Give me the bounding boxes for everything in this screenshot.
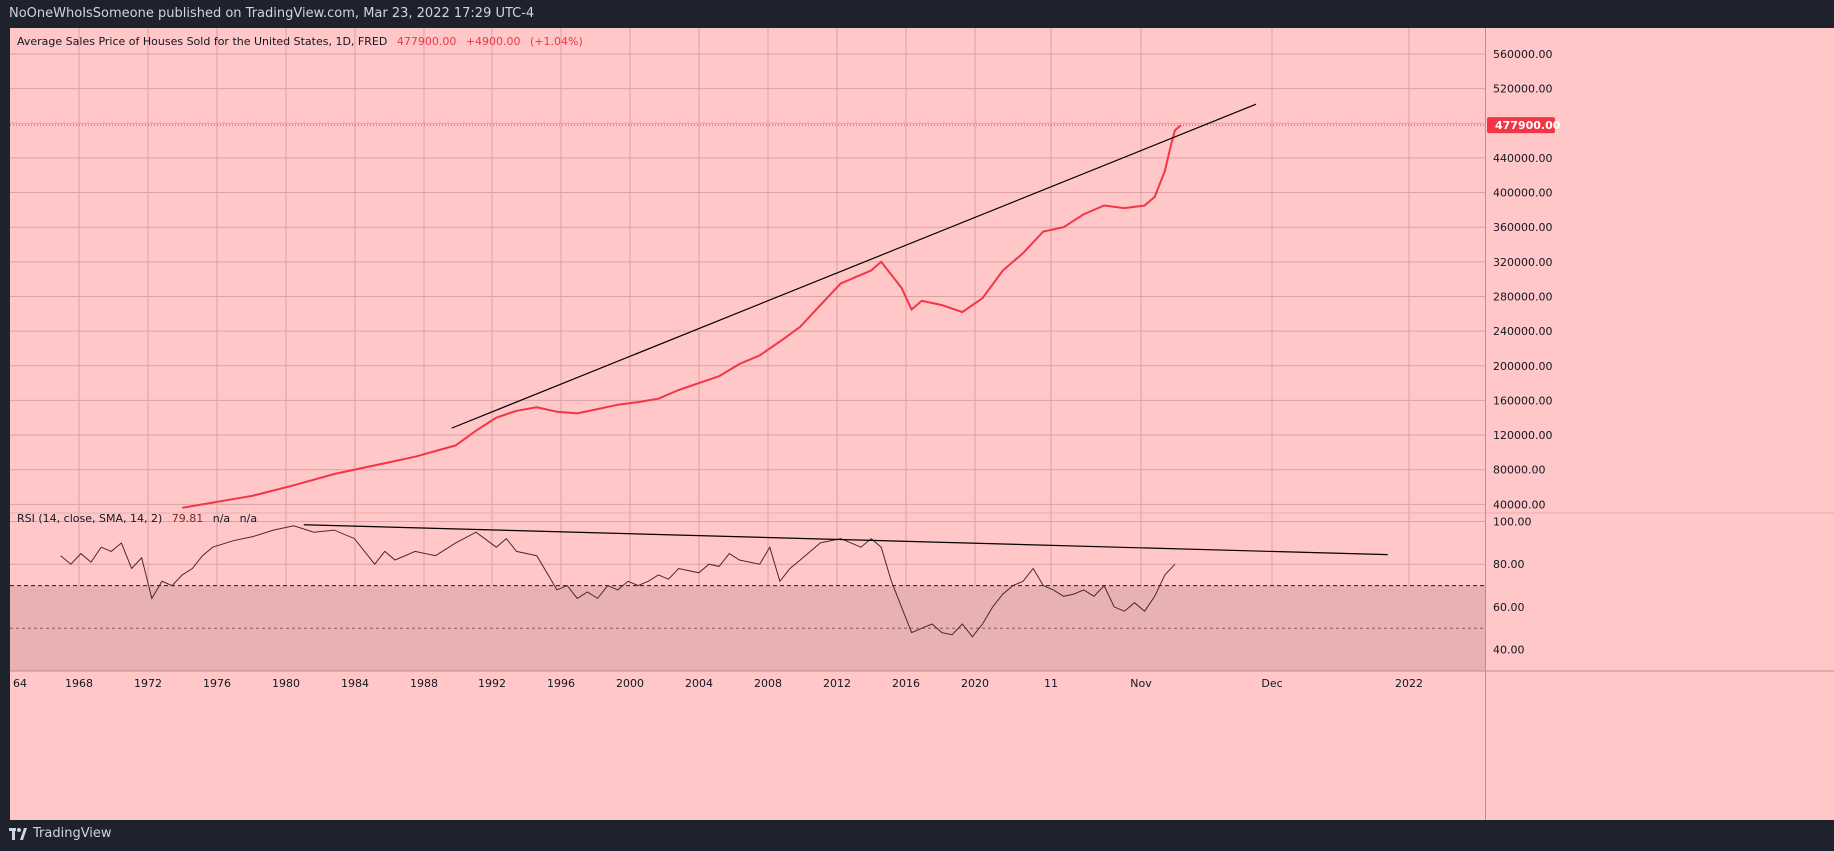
time-tick-label: Nov [1130, 677, 1152, 690]
price-tick-label: 560000.00 [1493, 48, 1553, 61]
rsi-series-line[interactable] [60, 525, 1176, 638]
time-tick-label: 2000 [616, 677, 644, 690]
publisher-header: NoOneWhoIsSomeone published on TradingVi… [0, 0, 1834, 28]
publisher-text: NoOneWhoIsSomeone published on TradingVi… [9, 6, 535, 21]
price-tick-label: 320000.00 [1493, 256, 1553, 269]
rsi-tick-label: 80.00 [1493, 558, 1525, 571]
rsi-band [10, 585, 1485, 671]
grid-lines [10, 28, 1485, 671]
brand-label: TradingView [33, 826, 112, 841]
rsi-legend-value: 79.81 [172, 512, 204, 525]
time-tick-label: 11 [1044, 677, 1058, 690]
chart-svg[interactable]: 40000.00 80000.00 120000.00 160000.00 200000… [10, 28, 1834, 820]
time-tick-label: 2012 [823, 677, 851, 690]
main-legend[interactable]: Average Sales Price of Houses Sold for t… [17, 35, 583, 48]
tradingview-logo-icon [9, 828, 27, 840]
rsi-legend-na-2: n/a [240, 512, 257, 525]
price-badge: 477900.00 [1487, 117, 1561, 134]
price-tick-label: 440000.00 [1493, 152, 1553, 165]
price-tick-label: 400000.00 [1493, 187, 1553, 200]
time-tick-label: 2020 [961, 677, 989, 690]
price-tick-label: 80000.00 [1493, 464, 1546, 477]
rsi-tick-label: 60.00 [1493, 601, 1525, 614]
time-tick-label: 2008 [754, 677, 782, 690]
price-badge-label: 477900.00 [1495, 119, 1561, 132]
time-tick-label: 1976 [203, 677, 231, 690]
price-tick-label: 360000.00 [1493, 221, 1553, 234]
price-trendline[interactable] [451, 103, 1257, 429]
price-tick-label: 40000.00 [1493, 498, 1546, 511]
footer-bar: TradingView [0, 820, 1834, 848]
price-tick-label: 520000.00 [1493, 83, 1553, 96]
tradingview-logo[interactable]: TradingView [0, 820, 112, 848]
rsi-legend[interactable]: RSI (14, close, SMA, 14, 2) 79.81 n/a n/… [17, 512, 257, 525]
time-tick-label: Dec [1261, 677, 1282, 690]
time-tick-label: 1996 [547, 677, 575, 690]
time-tick-label: 2016 [892, 677, 920, 690]
main-legend-change: +4900.00 [466, 35, 521, 48]
price-tick-label: 280000.00 [1493, 290, 1553, 303]
chart-area[interactable]: 40000.00 80000.00 120000.00 160000.00 200000… [10, 28, 1834, 820]
price-tick-label: 240000.00 [1493, 325, 1553, 338]
price-tick-label: 200000.00 [1493, 360, 1553, 373]
time-tick-label: 1980 [272, 677, 300, 690]
time-tick-label: 1984 [341, 677, 369, 690]
time-tick-label: 64 [13, 677, 27, 690]
time-tick-label: 2022 [1395, 677, 1423, 690]
price-tick-label: 160000.00 [1493, 394, 1553, 407]
price-badge-bg [1487, 117, 1555, 134]
time-tick-label: 1972 [134, 677, 162, 690]
rsi-axis[interactable]: 40.00 60.00 80.00 100.00 [1493, 516, 1532, 657]
chart-background [10, 28, 1834, 820]
main-legend-change-pct: (+1.04%) [530, 35, 583, 48]
time-axis[interactable]: 64 1968 1972 1976 1980 1984 1988 1992 1996 2000 20… [13, 677, 1423, 690]
main-legend-value: 477900.00 [397, 35, 457, 48]
rsi-trendline[interactable] [303, 524, 1388, 556]
price-series-line[interactable] [182, 124, 1182, 509]
main-legend-title: Average Sales Price of Houses Sold for t… [17, 35, 387, 48]
price-tick-label: 120000.00 [1493, 429, 1553, 442]
rsi-tick-label: 40.00 [1493, 644, 1525, 657]
time-tick-label: 1988 [410, 677, 438, 690]
time-tick-label: 1992 [478, 677, 506, 690]
time-tick-label: 2004 [685, 677, 713, 690]
rsi-legend-title: RSI (14, close, SMA, 14, 2) [17, 512, 162, 525]
time-tick-label: 1968 [65, 677, 93, 690]
rsi-tick-label: 100.00 [1493, 516, 1532, 529]
rsi-legend-na-1: n/a [213, 512, 230, 525]
